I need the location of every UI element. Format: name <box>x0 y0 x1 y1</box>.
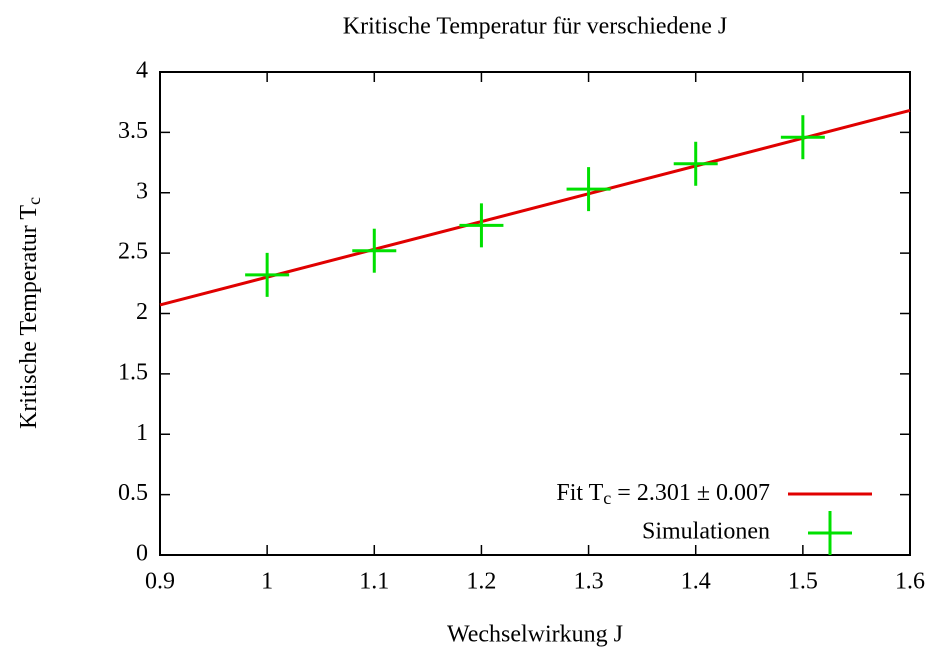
data-point <box>780 115 825 160</box>
x-tick-label: 1.1 <box>359 569 389 595</box>
y-tick-label: 2.5 <box>118 239 148 265</box>
legend-swatch <box>808 511 852 555</box>
data-point <box>566 167 611 212</box>
x-tick-label: 1.3 <box>574 569 604 595</box>
y-tick-label: 3.5 <box>118 118 148 144</box>
x-axis-label: Wechselwirkung J <box>447 622 623 648</box>
data-point <box>459 203 504 248</box>
data-point <box>673 141 718 186</box>
y-tick-label: 0.5 <box>118 480 148 506</box>
x-tick-label: 1 <box>261 569 273 595</box>
data-point <box>245 252 290 297</box>
data-point <box>352 228 397 273</box>
x-tick-label: 1.6 <box>895 569 925 595</box>
x-tick-label: 1.2 <box>466 569 496 595</box>
legend-label: Simulationen <box>642 519 770 545</box>
x-tick-label: 0.9 <box>145 569 175 595</box>
y-tick-label: 2 <box>136 299 148 325</box>
y-tick-label: 4 <box>136 58 148 84</box>
y-tick-label: 3 <box>136 178 148 204</box>
legend-label: Fit Tc = 2.301 ± 0.007 <box>556 480 770 509</box>
y-tick-label: 0 <box>136 541 148 567</box>
chart-title: Kritische Temperatur für verschiedene J <box>343 14 727 40</box>
y-axis-label: Kritische Temperatur Tc <box>16 197 45 429</box>
x-tick-label: 1.4 <box>681 569 711 595</box>
fit-line <box>159 108 911 307</box>
x-tick-label: 1.5 <box>788 569 818 595</box>
y-tick-label: 1.5 <box>118 359 148 385</box>
y-tick-label: 1 <box>136 420 148 446</box>
